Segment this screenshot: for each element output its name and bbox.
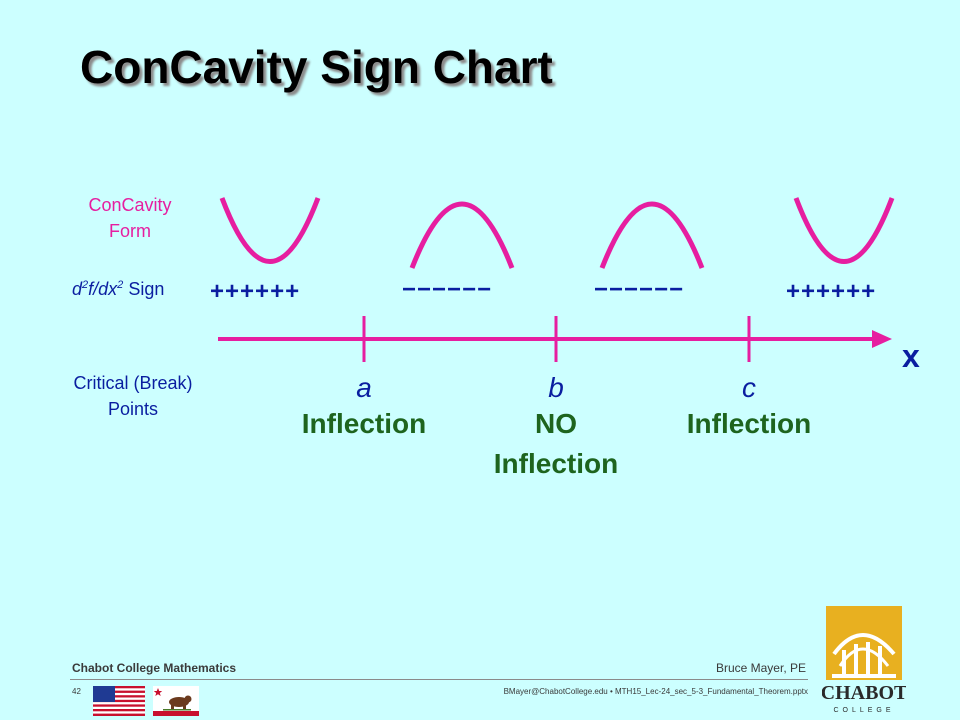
x-axis-label: x	[902, 338, 920, 374]
concave-up-curve-1	[219, 197, 321, 264]
concavity-form-label-line1: ConCavity	[88, 195, 172, 215]
concavity-form-label-line2: Form	[109, 221, 151, 241]
california-flag-icon	[153, 686, 199, 716]
logo-subtext: COLLEGE	[833, 707, 894, 714]
footer-course: Chabot College Mathematics	[72, 661, 237, 675]
second-derivative-sign-word: Sign	[128, 279, 165, 299]
point-a-status: Inflection	[264, 404, 464, 444]
logo-gold-panel	[826, 606, 902, 680]
point-b-status-line1: NO	[535, 408, 577, 439]
sign-interval-3: −−−−−−	[594, 276, 685, 303]
x-axis-arrowhead	[872, 330, 892, 348]
second-derivative-slash: /dx2	[93, 279, 124, 299]
concave-up-curve-4	[793, 197, 895, 264]
us-flag-icon	[93, 686, 145, 716]
sign-interval-1: ++++++	[210, 278, 301, 305]
critical-points-label-line2: Points	[107, 399, 159, 419]
second-derivative-notation: d2f	[72, 279, 94, 299]
second-derivative-sign-label: d2f/dx2 Sign	[72, 279, 164, 300]
concave-down-curve-2	[409, 201, 515, 269]
point-c-status-line1: Inflection	[686, 408, 812, 439]
footer-author: Bruce Mayer, PE	[715, 661, 806, 675]
sign-interval-4: ++++++	[786, 278, 877, 305]
point-c-label: c	[742, 372, 756, 403]
point-b-status-line2: Inflection	[493, 448, 619, 479]
footer-file-info: BMayer@ChabotCollege.edu • MTH15_Lec-24_…	[503, 687, 808, 696]
critical-points-label-line1: Critical (Break)	[73, 373, 193, 393]
concavity-form-label: ConCavity Form	[70, 192, 190, 244]
chabot-college-logo: CHABOT COLLEGE	[822, 606, 906, 714]
point-a-label: a	[356, 372, 372, 403]
point-b-label: b	[548, 372, 564, 403]
point-a-status-line1: Inflection	[301, 408, 427, 439]
point-b-status: NO Inflection	[456, 404, 656, 484]
concave-down-curve-3	[599, 201, 705, 269]
slide-title: ConCavity Sign Chart	[80, 41, 553, 93]
footer-divider	[70, 679, 808, 680]
footer-page-number: 42	[72, 687, 81, 696]
logo-wordmark: CHABOT	[822, 682, 906, 704]
sign-interval-2: −−−−−−	[402, 276, 493, 303]
critical-points-label: Critical (Break) Points	[38, 370, 228, 422]
point-c-status: Inflection	[649, 404, 849, 444]
